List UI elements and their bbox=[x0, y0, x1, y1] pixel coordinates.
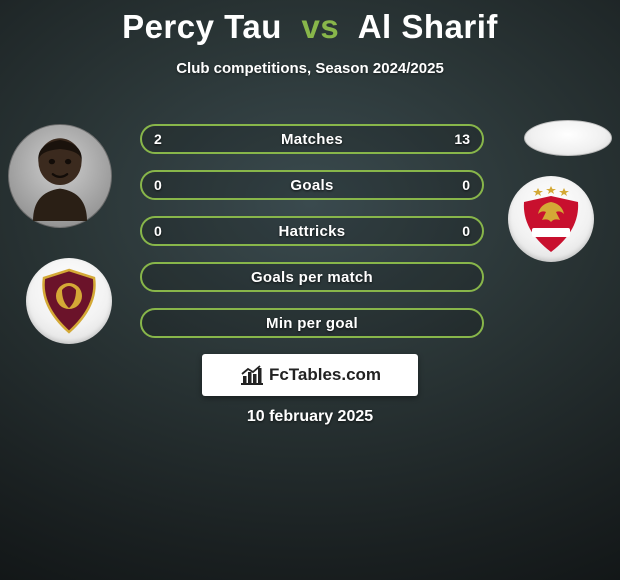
stat-value-left: 0 bbox=[154, 223, 162, 239]
club1-shield-icon bbox=[38, 268, 100, 334]
stat-label: Goals bbox=[290, 177, 333, 194]
branding-main: Tables bbox=[289, 365, 342, 384]
comparison-title: Percy Tau vs Al Sharif bbox=[0, 0, 620, 46]
player1-name: Percy Tau bbox=[122, 8, 282, 45]
player2-avatar bbox=[524, 120, 612, 156]
stat-row-min-per-goal: Min per goal bbox=[140, 308, 484, 338]
vs-text: vs bbox=[302, 8, 340, 45]
stat-value-right: 0 bbox=[462, 223, 470, 239]
stat-label: Hattricks bbox=[279, 223, 346, 240]
branding-text: FcTables.com bbox=[269, 365, 381, 385]
player1-avatar bbox=[8, 124, 112, 228]
player2-club-badge bbox=[508, 176, 594, 262]
stat-value-right: 13 bbox=[454, 131, 470, 147]
stat-label: Goals per match bbox=[251, 269, 373, 286]
club2-shield-icon bbox=[518, 184, 584, 254]
branding-suffix: .com bbox=[341, 365, 381, 384]
branding-prefix: Fc bbox=[269, 365, 289, 384]
stat-value-left: 2 bbox=[154, 131, 162, 147]
player1-club-badge bbox=[26, 258, 112, 344]
stats-container: 2 Matches 13 0 Goals 0 0 Hattricks 0 Goa… bbox=[140, 124, 484, 354]
stat-row-goals: 0 Goals 0 bbox=[140, 170, 484, 200]
stat-value-left: 0 bbox=[154, 177, 162, 193]
stat-row-goals-per-match: Goals per match bbox=[140, 262, 484, 292]
stat-label: Min per goal bbox=[266, 315, 358, 332]
bar-chart-icon bbox=[239, 364, 265, 386]
player2-name: Al Sharif bbox=[358, 8, 498, 45]
stat-value-right: 0 bbox=[462, 177, 470, 193]
date-label: 10 february 2025 bbox=[0, 408, 620, 426]
player1-silhouette-icon bbox=[15, 131, 105, 221]
stat-row-matches: 2 Matches 13 bbox=[140, 124, 484, 154]
subtitle: Club competitions, Season 2024/2025 bbox=[0, 60, 620, 77]
branding-box: FcTables.com bbox=[202, 354, 418, 396]
stat-label: Matches bbox=[281, 131, 343, 148]
stat-row-hattricks: 0 Hattricks 0 bbox=[140, 216, 484, 246]
